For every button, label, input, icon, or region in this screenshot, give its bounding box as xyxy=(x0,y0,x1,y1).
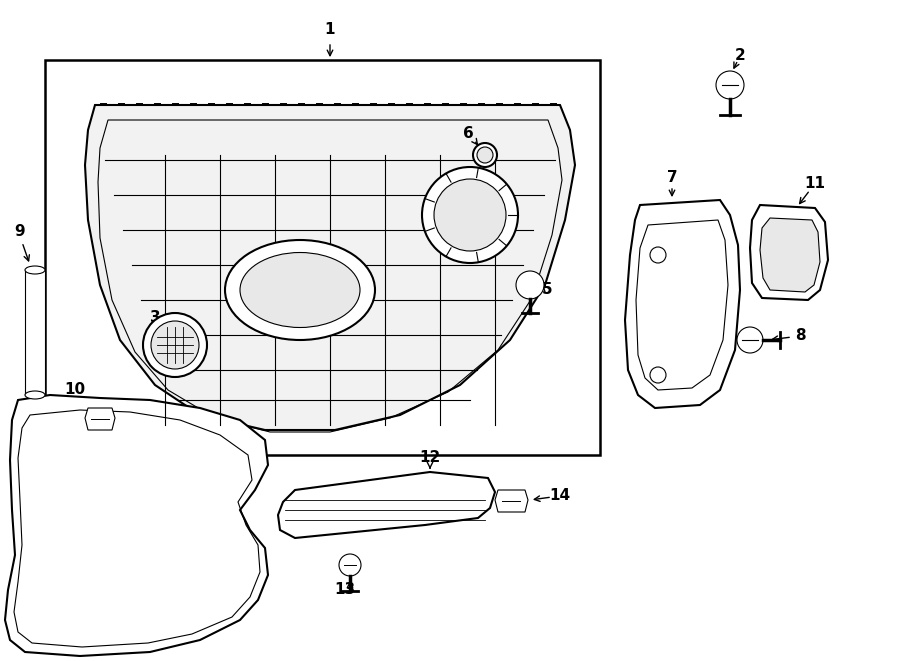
Text: 1: 1 xyxy=(325,22,335,38)
Circle shape xyxy=(650,247,666,263)
Bar xyxy=(25,270,45,395)
Polygon shape xyxy=(85,408,115,430)
Circle shape xyxy=(422,167,518,263)
Polygon shape xyxy=(85,105,575,430)
Text: 7: 7 xyxy=(667,171,678,186)
Circle shape xyxy=(477,147,493,163)
Text: 8: 8 xyxy=(795,327,806,342)
Text: 10: 10 xyxy=(65,383,86,397)
Circle shape xyxy=(516,271,544,299)
Text: 5: 5 xyxy=(542,282,553,297)
Ellipse shape xyxy=(25,391,45,399)
Polygon shape xyxy=(625,200,740,408)
Ellipse shape xyxy=(240,253,360,327)
Circle shape xyxy=(151,321,199,369)
Text: 4: 4 xyxy=(425,192,436,208)
Bar xyxy=(45,60,600,455)
Circle shape xyxy=(434,179,506,251)
Polygon shape xyxy=(760,218,820,292)
Ellipse shape xyxy=(25,266,45,274)
Polygon shape xyxy=(278,472,495,538)
Circle shape xyxy=(716,71,744,99)
Text: 14: 14 xyxy=(549,488,571,502)
Text: 2: 2 xyxy=(734,48,745,63)
Text: 6: 6 xyxy=(463,126,473,141)
Polygon shape xyxy=(495,490,528,512)
Text: 13: 13 xyxy=(335,582,356,598)
Circle shape xyxy=(339,554,361,576)
Text: 9: 9 xyxy=(14,225,25,239)
Ellipse shape xyxy=(225,240,375,340)
Circle shape xyxy=(473,143,497,167)
Text: 12: 12 xyxy=(419,451,441,465)
Polygon shape xyxy=(750,205,828,300)
Polygon shape xyxy=(5,395,268,656)
Circle shape xyxy=(143,313,207,377)
Text: 11: 11 xyxy=(805,176,825,190)
Circle shape xyxy=(737,327,763,353)
Text: 3: 3 xyxy=(149,311,160,325)
Circle shape xyxy=(650,367,666,383)
